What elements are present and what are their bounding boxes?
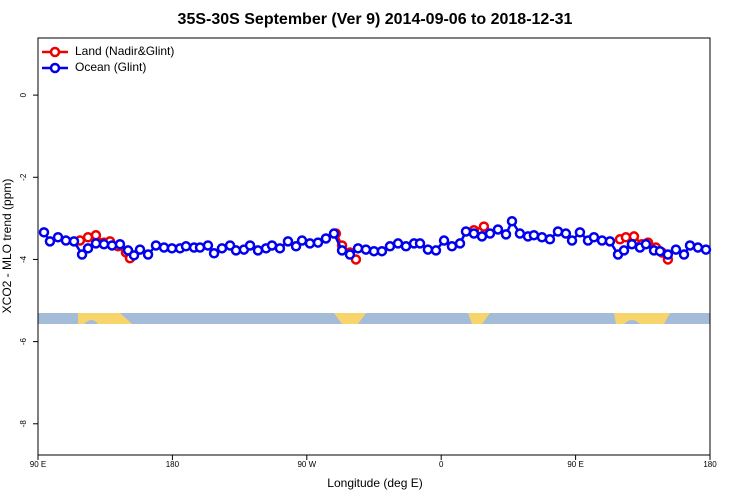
- data-point: [476, 231, 488, 242]
- data-point: [574, 227, 586, 238]
- data-point: [544, 234, 556, 245]
- data-point: [38, 227, 50, 238]
- data-point: [492, 224, 504, 235]
- data-point: [90, 238, 102, 249]
- land-patch: [614, 313, 670, 324]
- mask-strip: [38, 313, 710, 324]
- data-point: [620, 232, 632, 243]
- land-mask: [38, 313, 710, 324]
- legend-label: Ocean (Glint): [75, 60, 146, 74]
- data-point: [208, 248, 220, 259]
- data-point: [344, 249, 356, 260]
- data-point: [446, 241, 458, 252]
- data-point: [336, 245, 348, 256]
- data-point: [180, 241, 192, 252]
- data-point: [360, 244, 372, 255]
- data-point: [290, 241, 302, 252]
- data-point: [670, 244, 682, 255]
- data-point: [134, 244, 146, 255]
- data-point: [478, 221, 490, 232]
- data-point: [626, 238, 638, 250]
- data-point: [44, 236, 56, 247]
- data-point: [640, 238, 652, 250]
- data-point: [98, 238, 110, 250]
- data-point: [484, 228, 496, 239]
- data-point: [114, 238, 126, 250]
- data-point: [528, 229, 540, 241]
- y-tick-label: -6: [19, 338, 28, 346]
- data-point: [244, 240, 256, 251]
- x-tick-label: 90 E: [30, 460, 46, 469]
- data-point: [692, 242, 704, 253]
- data-point: [312, 237, 324, 248]
- data-point: [90, 229, 102, 241]
- x-tick-label: 180: [166, 460, 180, 469]
- data-point: [422, 244, 434, 255]
- data-point: [352, 243, 364, 254]
- data-point: [202, 240, 214, 251]
- data-point: [560, 228, 572, 239]
- y-tick-label: -4: [19, 255, 28, 263]
- data-point: [588, 232, 600, 243]
- data-point: [142, 249, 154, 260]
- data-point: [566, 235, 578, 246]
- x-tick-label: 90 E: [567, 460, 583, 469]
- data-point: [384, 241, 396, 252]
- data-point: [454, 238, 466, 249]
- data-point: [320, 233, 332, 244]
- data-point: [82, 243, 94, 254]
- data-point: [76, 249, 88, 260]
- y-tick-label: -2: [19, 173, 28, 181]
- data-point: [68, 236, 80, 247]
- data-point: [468, 228, 480, 239]
- chart-title: 35S-30S September (Ver 9) 2014-09-06 to …: [178, 11, 573, 28]
- data-point: [304, 238, 316, 249]
- data-point: [128, 250, 140, 261]
- data-point: [328, 228, 340, 239]
- land-patch: [334, 313, 366, 324]
- data-point: [150, 240, 162, 251]
- data-point: [618, 245, 630, 256]
- data-point: [414, 238, 426, 249]
- data-point: [274, 243, 286, 254]
- data-point: [500, 229, 512, 240]
- data-point: [514, 228, 526, 239]
- data-point: [400, 241, 412, 252]
- land-patch: [78, 313, 132, 324]
- data-point: [376, 245, 388, 257]
- x-tick-label: 90 W: [297, 460, 316, 469]
- data-point: [604, 236, 616, 247]
- y-axis-label: XCO2 - MLO trend (ppm): [0, 179, 14, 314]
- y-tick-label: 0: [19, 92, 28, 97]
- data-point: [430, 245, 442, 256]
- x-tick-label: 180: [703, 460, 717, 469]
- data-point: [252, 245, 264, 256]
- data-point: [166, 243, 178, 254]
- data-point: [106, 240, 118, 251]
- data-point: [700, 244, 712, 255]
- data-point: [60, 235, 72, 246]
- x-axis-label: Longitude (deg E): [327, 476, 422, 490]
- data-point: [216, 243, 228, 254]
- legend-marker: [49, 62, 61, 74]
- data-point: [506, 215, 518, 227]
- x-tick-label: 0: [439, 460, 444, 469]
- data-point: [438, 235, 450, 246]
- data-point: [282, 236, 294, 247]
- legend-marker: [49, 46, 61, 58]
- y-tick-label: -8: [19, 420, 28, 428]
- data-point: [662, 249, 674, 260]
- legend-label: Land (Nadir&Glint): [75, 44, 174, 58]
- land-patch: [468, 313, 490, 324]
- data-point: [678, 249, 690, 260]
